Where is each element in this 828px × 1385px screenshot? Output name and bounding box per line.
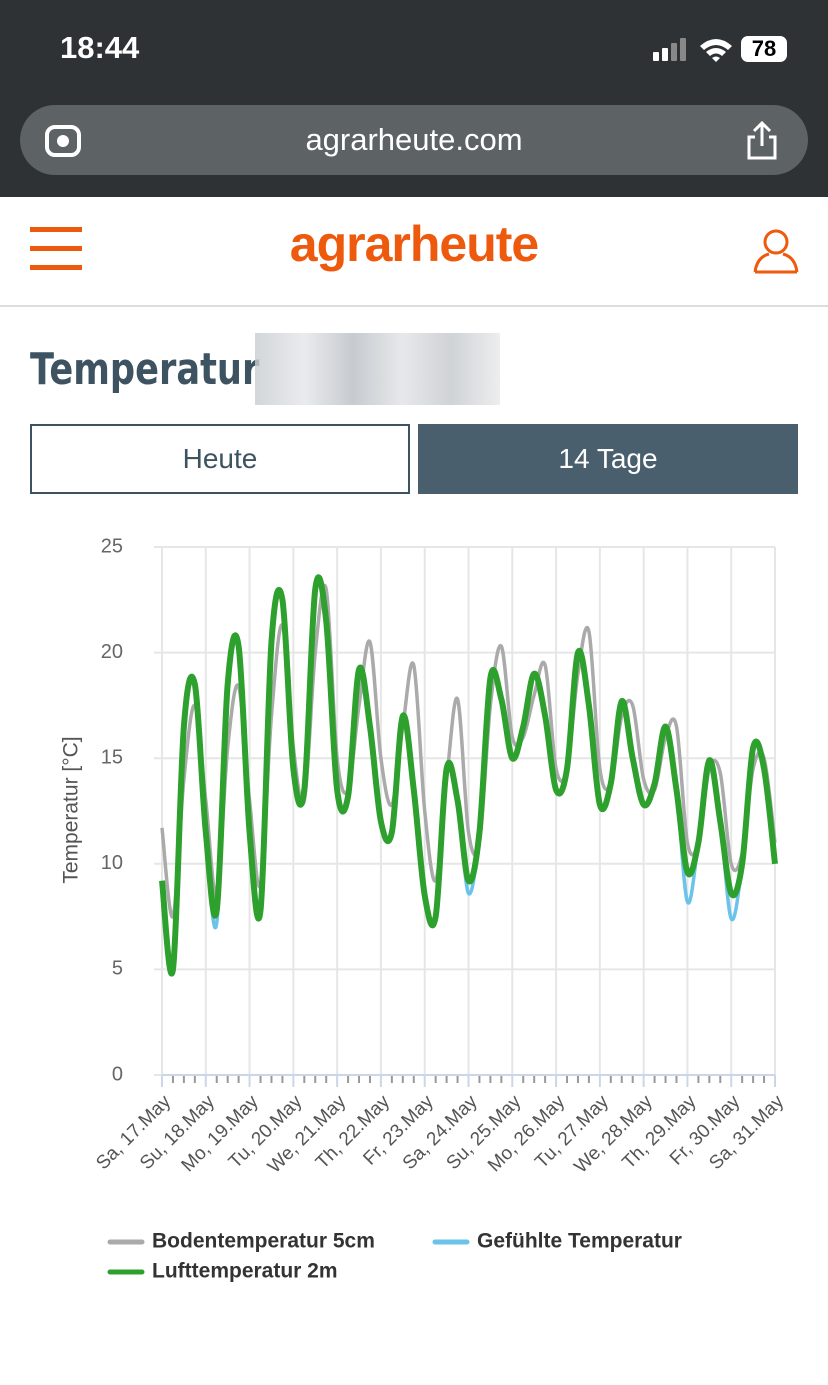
page-heading: Temperatur	[30, 344, 260, 395]
legend-label[interactable]: Lufttemperatur 2m	[152, 1260, 338, 1283]
url: agrarheute.com	[305, 122, 523, 157]
y-tick-label: 20	[101, 641, 123, 663]
y-tick-label: 0	[112, 1063, 123, 1085]
redacted-location	[255, 333, 500, 405]
menu-icon[interactable]	[30, 227, 84, 273]
lens-icon[interactable]	[44, 122, 84, 160]
legend-label[interactable]: Bodentemperatur 5cm	[152, 1230, 375, 1253]
y-tick-label: 5	[112, 958, 123, 980]
status-bar: 18:44 78 agrarheute.com	[0, 0, 828, 197]
clock: 18:44	[60, 30, 140, 65]
y-tick-label: 25	[101, 535, 123, 557]
tab-active[interactable]: 14 Tage	[418, 424, 798, 494]
signal-icons	[653, 38, 732, 62]
logo[interactable]: agrarheute	[289, 216, 539, 272]
battery: 78	[741, 36, 787, 62]
tab[interactable]: Heute	[30, 424, 410, 494]
user-icon[interactable]	[752, 227, 800, 275]
y-axis-title: Temperatur [°C]	[60, 736, 83, 883]
y-tick-label: 15	[101, 746, 123, 768]
address-bar[interactable]: agrarheute.com	[20, 105, 808, 175]
series-line	[159, 574, 778, 977]
legend-label[interactable]: Gefühlte Temperatur	[477, 1230, 682, 1253]
share-icon[interactable]	[744, 120, 780, 162]
site-header: agrarheute	[0, 197, 828, 307]
y-tick-label: 10	[101, 852, 123, 874]
